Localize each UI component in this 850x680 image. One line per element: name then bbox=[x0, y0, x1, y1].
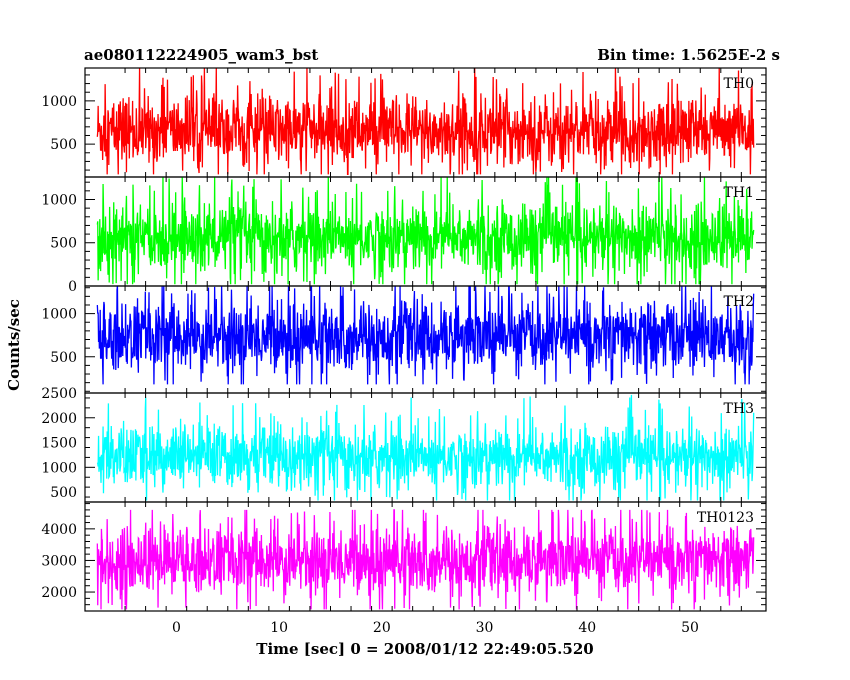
panel-label-th0123: TH0123 bbox=[697, 510, 754, 526]
panel-label-th3: TH3 bbox=[724, 401, 754, 417]
y-tick-label: 500 bbox=[50, 236, 77, 252]
y-tick-label: 2000 bbox=[41, 411, 77, 427]
panel-label-th1: TH1 bbox=[724, 185, 754, 201]
panel-th1: 0 500 1000 TH1 bbox=[41, 176, 767, 295]
y-tick-label: 2500 bbox=[41, 386, 77, 402]
x-axis-label: Time [sec] 0 = 2008/01/12 22:49:05.520 bbox=[256, 640, 593, 658]
panel-label-th0: TH0 bbox=[724, 76, 754, 92]
panel-th0123: 2000 3000 4000 TH0123 bbox=[41, 501, 767, 612]
chart-title: ae080112224905_wam3_bst bbox=[84, 46, 318, 64]
y-tick-label: 1500 bbox=[41, 436, 77, 452]
y-tick-label: 1000 bbox=[41, 307, 77, 323]
y-tick-label: 4000 bbox=[41, 522, 77, 538]
x-axis: 0 10 20 30 40 50 bbox=[172, 620, 699, 636]
y-tick-label: 3000 bbox=[41, 553, 77, 569]
x-tick-label: 10 bbox=[270, 620, 288, 636]
y-tick-label: 0 bbox=[68, 279, 77, 295]
y-tick-label: 1000 bbox=[41, 192, 77, 208]
y-tick-label: 500 bbox=[50, 137, 77, 153]
x-tick-label: 20 bbox=[373, 620, 391, 636]
panel-frame bbox=[84, 501, 767, 612]
series-line-th0 bbox=[96, 68, 755, 176]
y-tick-label: 1000 bbox=[41, 460, 77, 476]
y-tick-label: 1000 bbox=[41, 94, 77, 110]
y-axis-label: Counts/sec bbox=[5, 299, 23, 391]
bin-time-label: Bin time: 1.5625E-2 s bbox=[597, 46, 780, 64]
x-tick-label: 40 bbox=[578, 620, 596, 636]
panels-group: 500 1000 TH0 0 500 1000 TH1 500 1000 TH2 500 1000 15… bbox=[41, 67, 767, 612]
series-line-th3 bbox=[96, 394, 755, 501]
series-line-th0123 bbox=[96, 509, 755, 610]
panel-th0: 500 1000 TH0 bbox=[41, 67, 767, 178]
panel-label-th2: TH2 bbox=[724, 294, 754, 310]
panel-th3: 500 1000 1500 2000 2500 TH3 bbox=[41, 386, 767, 503]
x-tick-label: 30 bbox=[476, 620, 494, 636]
series-line-th1 bbox=[96, 177, 755, 285]
series-line-th2 bbox=[96, 286, 755, 385]
y-tick-label: 500 bbox=[50, 485, 77, 501]
x-tick-label: 50 bbox=[681, 620, 699, 636]
x-tick-label: 0 bbox=[172, 620, 181, 636]
panel-th2: 500 1000 TH2 bbox=[41, 285, 767, 394]
y-tick-label: 500 bbox=[50, 350, 77, 366]
y-tick-label: 2000 bbox=[41, 585, 77, 601]
